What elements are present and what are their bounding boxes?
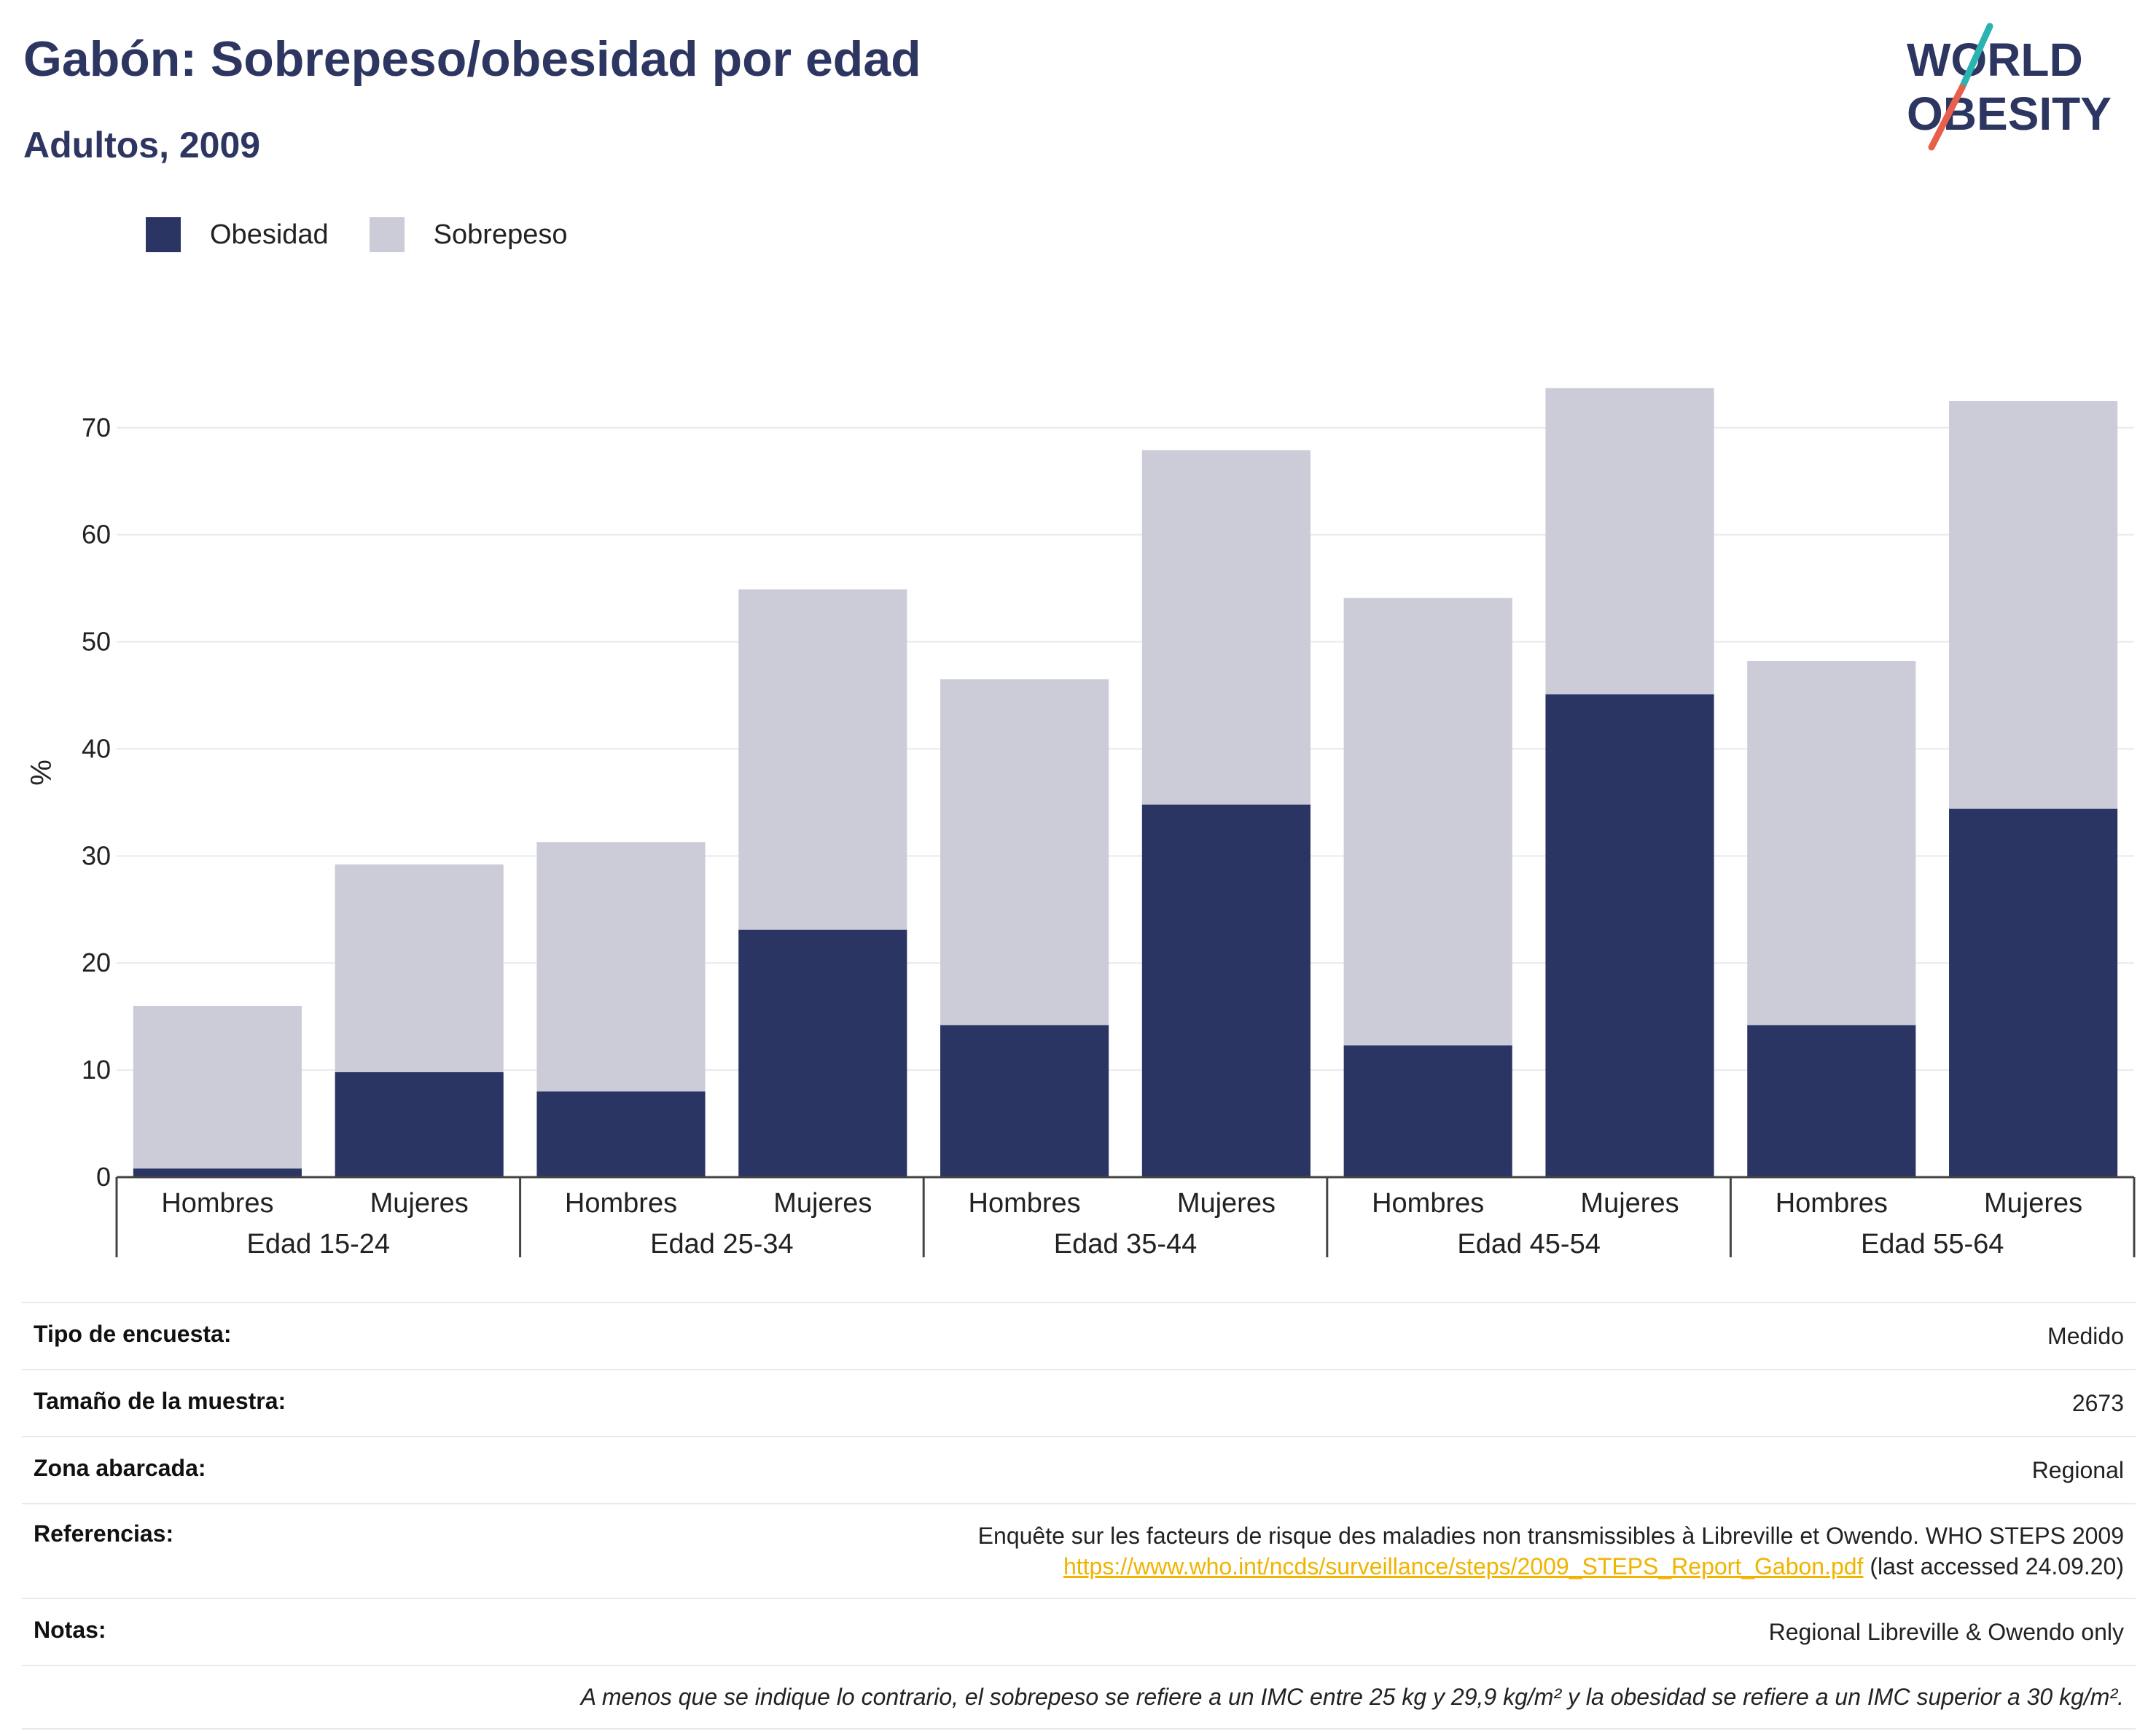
info-row-area: Zona abarcada: Regional [22, 1436, 2136, 1503]
legend-item-overweight[interactable]: Sobrepeso [369, 217, 568, 252]
x-tick-label: Mujeres [370, 1188, 469, 1219]
x-group-label: Edad 55-64 [1861, 1229, 2004, 1260]
x-tick-label: Mujeres [1177, 1188, 1276, 1219]
reference-text: Enquête sur les facteurs de risque des m… [977, 1523, 2124, 1549]
reference-link[interactable]: https://www.who.int/ncds/surveillance/st… [1063, 1553, 1864, 1579]
x-group-label: Edad 45-54 [1457, 1229, 1601, 1260]
x-tick-label: Hombres [565, 1188, 677, 1219]
bar-obesity [133, 1168, 302, 1177]
bar-overweight [1141, 450, 1311, 805]
bar-obesity [335, 1072, 504, 1177]
info-label-notes: Notas: [34, 1617, 106, 1643]
y-tick-label: 20 [82, 948, 111, 977]
bar-obesity [1949, 808, 2118, 1177]
x-tick-label: Hombres [969, 1188, 1081, 1219]
info-row-notes: Notas: Regional Libreville & Owendo only [22, 1598, 2136, 1665]
info-label-survey-type: Tipo de encuesta: [34, 1321, 232, 1347]
x-group-label: Edad 15-24 [247, 1229, 391, 1260]
x-tick-label: Hombres [161, 1188, 273, 1219]
bar-overweight [536, 842, 706, 1092]
bar-overweight [1747, 660, 1916, 1026]
legend-swatch-obesity [146, 217, 181, 252]
legend-item-obesity[interactable]: Obesidad [146, 217, 329, 252]
y-tick-label: 40 [82, 733, 111, 763]
x-tick-label: Hombres [1372, 1188, 1484, 1219]
info-value-area: Regional [2031, 1457, 2124, 1483]
info-row-references: Referencias: Enquête sur les facteurs de… [22, 1503, 2136, 1598]
bar-obesity [536, 1091, 706, 1177]
page-subtitle: Adultos, 2009 [23, 125, 261, 165]
reference-accessed: (last accessed 24.09.20) [1863, 1553, 2124, 1579]
svg-text:WORLD: WORLD [1907, 34, 2083, 86]
legend-label-obesity: Obesidad [210, 219, 329, 250]
bar-overweight [1949, 401, 2118, 809]
bar-overweight [738, 589, 907, 930]
bar-obesity [738, 929, 907, 1177]
y-tick-label: 10 [82, 1055, 111, 1085]
y-axis-label: % [26, 759, 58, 786]
bar-overweight [133, 1005, 302, 1169]
x-group-label: Edad 35-44 [1054, 1229, 1198, 1260]
y-tick-label: 50 [82, 627, 111, 657]
y-tick-label: 30 [82, 840, 111, 870]
chart-legend: Obesidad Sobrepeso [146, 217, 608, 252]
bar-overweight [1545, 388, 1714, 695]
x-tick-label: Mujeres [1580, 1188, 1679, 1219]
page-title: Gabón: Sobrepeso/obesidad por edad [23, 31, 921, 87]
y-tick-label: 70 [82, 413, 111, 442]
info-value-notes: Regional Libreville & Owendo only [1768, 1619, 2124, 1645]
legend-label-overweight: Sobrepeso [433, 219, 568, 250]
stacked-bar-chart: 0 10 20 30 40 50 60 70% Hombres Mujeres Hombres Muj… [26, 388, 2136, 1260]
bar-overweight [940, 679, 1109, 1026]
bar-overweight [335, 864, 504, 1073]
info-value-sample-size: 2673 [2071, 1390, 2124, 1416]
x-group-label: Edad 25-34 [650, 1229, 794, 1260]
info-label-sample-size: Tamaño de la muestra: [34, 1388, 286, 1414]
bar-obesity [1747, 1025, 1916, 1177]
info-value-survey-type: Medido [2047, 1323, 2124, 1349]
info-value-references: Enquête sur les facteurs de risque des m… [978, 1520, 2124, 1582]
y-tick-label: 0 [96, 1162, 111, 1192]
info-label-area: Zona abarcada: [34, 1455, 206, 1481]
bar-obesity [1545, 694, 1714, 1177]
y-tick-label: 60 [82, 520, 111, 550]
survey-info-table: Tipo de encuesta: Medido Tamaño de la mu… [22, 1302, 2136, 1730]
legend-swatch-overweight [369, 217, 405, 252]
info-label-references: Referencias: [34, 1520, 174, 1547]
bar-overweight [1343, 598, 1512, 1046]
definition-footnote: A menos que se indique lo contrario, el … [22, 1665, 2136, 1730]
x-tick-label: Mujeres [773, 1188, 872, 1219]
world-obesity-logo: WORLD OBESITY [1907, 23, 2112, 151]
x-tick-label: Hombres [1776, 1188, 1888, 1219]
info-row-survey-type: Tipo de encuesta: Medido [22, 1302, 2136, 1369]
bar-obesity [1141, 804, 1311, 1177]
bar-obesity [940, 1025, 1109, 1177]
x-tick-label: Mujeres [1984, 1188, 2082, 1219]
bar-obesity [1343, 1045, 1512, 1177]
info-row-sample-size: Tamaño de la muestra: 2673 [22, 1369, 2136, 1436]
